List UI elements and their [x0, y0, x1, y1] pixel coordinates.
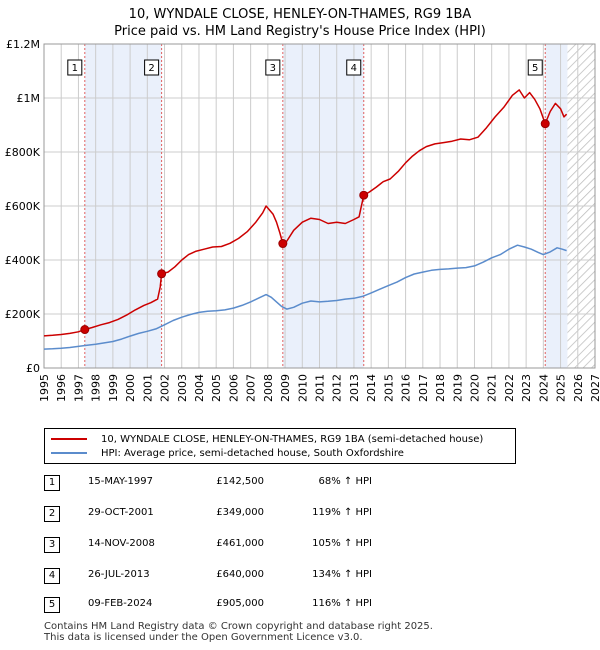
sale-hpi-diff: 134% ↑ HPI: [312, 569, 372, 580]
x-tick-label: 1997: [72, 374, 85, 402]
x-tick-label: 2009: [279, 374, 292, 402]
sale-date: 14-NOV-2008: [88, 538, 155, 549]
y-tick-label: £800K: [5, 146, 41, 159]
legend-item-hpi: HPI: Average price, semi-detached house,…: [51, 446, 404, 460]
x-tick-label: 2006: [227, 374, 240, 402]
footer-copyright: Contains HM Land Registry data © Crown c…: [44, 621, 433, 632]
sale-date: 29-OCT-2001: [88, 507, 154, 518]
x-tick-label: 2011: [314, 374, 327, 402]
sale-price: £461,000: [216, 538, 264, 549]
sale-price: £640,000: [216, 569, 264, 580]
legend-label-hpi: HPI: Average price, semi-detached house,…: [101, 447, 404, 459]
hpi-line: [43, 244, 567, 350]
sale-label-box: [67, 59, 83, 76]
sale-label-text: 4: [351, 63, 357, 74]
x-tick-label: 2013: [348, 374, 361, 402]
sale-date: 15-MAY-1997: [88, 476, 154, 487]
sale-label-text: 2: [148, 63, 154, 74]
x-tick-label: 2020: [468, 374, 481, 402]
x-tick-label: 2002: [159, 374, 172, 402]
plot-frame: [43, 43, 596, 369]
y-tick-label: £400K: [5, 254, 41, 267]
sale-label-text: 5: [532, 63, 538, 74]
sale-label-text: 3: [270, 63, 276, 74]
legend: 10, WYNDALE CLOSE, HENLEY-ON-THAMES, RG9…: [44, 428, 516, 464]
y-tick-label: £1M: [17, 92, 41, 105]
x-tick-label: 2000: [124, 374, 137, 402]
sale-hpi-diff: 68% ↑ HPI: [318, 476, 372, 487]
sale-point: [359, 190, 369, 200]
x-tick-label: 2017: [417, 374, 430, 402]
sale-price: £142,500: [216, 476, 264, 487]
x-tick-label: 2010: [296, 374, 309, 402]
title-line-1: 10, WYNDALE CLOSE, HENLEY-ON-THAMES, RG9…: [128, 7, 472, 22]
sale-point: [278, 239, 288, 249]
x-tick-label: 2016: [400, 374, 413, 402]
x-tick-label: 2022: [503, 374, 516, 402]
x-tick-label: 2026: [572, 374, 585, 402]
price-paid-line: [43, 89, 568, 337]
sale-price: £905,000: [216, 598, 264, 609]
sale-point: [157, 269, 167, 279]
x-tick-label: 2015: [382, 374, 395, 402]
x-tick-label: 2012: [331, 374, 344, 402]
sale-hpi-diff: 119% ↑ HPI: [312, 507, 372, 518]
table-row: 5 09-FEB-2024 £905,000 116% ↑ HPI: [0, 597, 600, 615]
x-tick-label: 2021: [486, 374, 499, 402]
x-tick-label: 1996: [55, 374, 68, 402]
row-number-badge: 2: [44, 506, 60, 522]
x-tick-label: 1995: [38, 374, 51, 402]
legend-label-price: 10, WYNDALE CLOSE, HENLEY-ON-THAMES, RG9…: [101, 433, 484, 445]
sale-label-text: 1: [72, 63, 78, 74]
sale-date: 26-JUL-2013: [88, 569, 150, 580]
x-tick-label: 2008: [262, 374, 275, 402]
sale-label-box: [265, 59, 281, 76]
y-tick-label: £0: [26, 362, 40, 375]
row-number-badge: 1: [44, 475, 60, 491]
table-row: 1 15-MAY-1997 £142,500 68% ↑ HPI: [0, 475, 600, 493]
x-tick-label: 2001: [141, 374, 154, 402]
sale-price: £349,000: [216, 507, 264, 518]
x-tick-label: 2023: [520, 374, 533, 402]
sale-point: [540, 119, 550, 129]
row-number-badge: 3: [44, 537, 60, 553]
row-number-badge: 5: [44, 597, 60, 613]
x-tick-label: 1998: [90, 374, 103, 402]
x-tick-label: 2025: [555, 374, 568, 402]
legend-item-price: 10, WYNDALE CLOSE, HENLEY-ON-THAMES, RG9…: [51, 432, 483, 446]
table-row: 3 14-NOV-2008 £461,000 105% ↑ HPI: [0, 537, 600, 555]
sale-hpi-diff: 105% ↑ HPI: [312, 538, 372, 549]
sale-hpi-diff: 116% ↑ HPI: [312, 598, 372, 609]
table-row: 4 26-JUL-2013 £640,000 134% ↑ HPI: [0, 568, 600, 586]
y-tick-label: £200K: [5, 308, 41, 321]
x-tick-label: 2024: [537, 374, 550, 402]
sale-date: 09-FEB-2024: [88, 598, 153, 609]
legend-swatch-hpi: [51, 452, 87, 454]
footer: Contains HM Land Registry data © Crown c…: [44, 621, 433, 643]
y-tick-label: £600K: [5, 200, 41, 213]
x-tick-label: 2007: [245, 374, 258, 402]
y-tick-label: £1.2M: [6, 38, 40, 51]
table-row: 2 29-OCT-2001 £349,000 119% ↑ HPI: [0, 506, 600, 524]
row-number-badge: 4: [44, 568, 60, 584]
x-tick-label: 2018: [434, 374, 447, 402]
chart: 1 2 3 4 5 £0 £200K £400K £600K £800K £1M £1.2M 1995 1…: [5, 38, 600, 402]
sale-label-box: [527, 59, 543, 76]
x-tick-label: 2014: [365, 374, 378, 402]
legend-swatch-price: [51, 438, 87, 440]
title-line-2: Price paid vs. HM Land Registry's House …: [114, 24, 486, 39]
sale-point: [80, 325, 90, 335]
footer-licence: This data is licensed under the Open Gov…: [44, 632, 363, 643]
x-tick-label: 2019: [451, 374, 464, 402]
x-tick-label: 2027: [589, 374, 600, 402]
x-tick-label: 2005: [210, 374, 223, 402]
x-tick-label: 2004: [193, 374, 206, 402]
sale-label-box: [346, 59, 362, 76]
x-tick-label: 2003: [176, 374, 189, 402]
chart-title: 10, WYNDALE CLOSE, HENLEY-ON-THAMES, RG9…: [0, 6, 600, 40]
x-tick-label: 1999: [107, 374, 120, 402]
sale-label-box: [144, 59, 160, 76]
